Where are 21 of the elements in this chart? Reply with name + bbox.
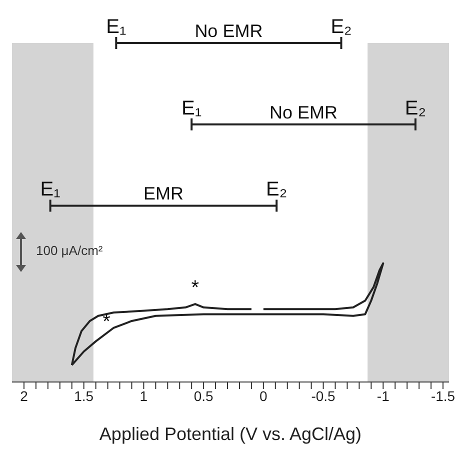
- series-label: EMR: [143, 184, 184, 204]
- series-label: No EMR: [194, 21, 263, 41]
- x-axis-title: Applied Potential (V vs. AgCl/Ag): [99, 424, 362, 444]
- x-tick-label: -1.5: [430, 388, 456, 404]
- annotation: E₂: [266, 178, 288, 201]
- annotation: E₂: [330, 16, 352, 38]
- x-tick-label: 1: [140, 388, 148, 404]
- annotation: E₂: [404, 97, 426, 120]
- series-label: No EMR: [270, 102, 338, 122]
- x-tick-label: -0.5: [311, 388, 336, 404]
- annotation: E₁: [40, 178, 61, 201]
- annotation: E₁: [182, 97, 202, 120]
- annotation: 100 μA/cm²: [36, 243, 103, 258]
- annotation: *: [102, 310, 111, 333]
- x-tick-label: 1.5: [74, 388, 94, 404]
- x-tick-label: -1: [376, 388, 390, 404]
- x-tick-label: 2: [20, 388, 28, 404]
- annotation: *: [191, 277, 200, 300]
- x-tick-label: 0: [260, 388, 268, 404]
- x-tick-label: 0.5: [194, 388, 214, 404]
- annotation: E₁: [106, 16, 126, 38]
